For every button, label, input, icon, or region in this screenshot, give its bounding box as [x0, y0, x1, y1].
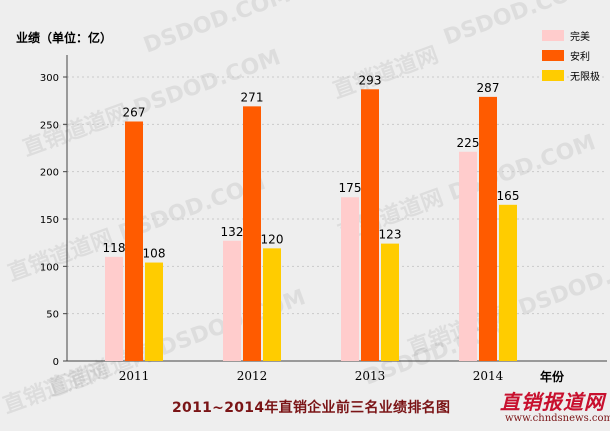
data-label: 287 — [477, 81, 500, 95]
brand-site: www.chndsnews.com — [505, 413, 610, 424]
data-label: 271 — [241, 90, 264, 104]
legend-label: 无限极 — [570, 72, 600, 83]
legend-swatch — [542, 50, 564, 61]
legend-swatch — [542, 70, 564, 81]
legend-swatch — [542, 30, 564, 41]
bar — [381, 243, 399, 361]
data-label: 175 — [339, 181, 362, 195]
chart-title: 2011~2014年直销企业前三名业绩排名图 — [172, 400, 451, 416]
data-label: 132 — [221, 225, 244, 239]
y-tick-label: 150 — [40, 215, 59, 226]
bar — [499, 204, 517, 361]
y-tick-label: 300 — [40, 73, 59, 84]
y-axis-title: 业绩（单位：亿） — [16, 31, 113, 45]
bar — [263, 248, 281, 361]
data-label: 293 — [359, 73, 382, 87]
x-tick-label: 2011 — [119, 369, 150, 383]
bar — [243, 106, 261, 361]
bar — [341, 197, 359, 361]
data-label: 225 — [457, 136, 480, 150]
bar — [459, 151, 477, 361]
x-tick-label: 2014 — [473, 369, 504, 383]
bar — [223, 240, 241, 361]
legend-label: 安利 — [570, 52, 590, 63]
data-label: 267 — [123, 105, 146, 119]
legend: 完美 安利 无限极 — [542, 30, 600, 90]
data-label: 108 — [143, 247, 166, 261]
y-tick-label: 250 — [40, 120, 59, 131]
brand-logo: 直销报道网 — [500, 390, 605, 414]
legend-item: 完美 — [542, 30, 600, 43]
legend-item: 无限极 — [542, 70, 600, 83]
x-tick-label: 2012 — [237, 369, 268, 383]
bar — [361, 89, 379, 361]
y-tick-label: 0 — [53, 357, 59, 368]
legend-label: 完美 — [570, 32, 590, 43]
data-label: 123 — [379, 228, 402, 242]
data-label: 165 — [497, 189, 520, 203]
y-tick-label: 200 — [40, 168, 59, 179]
bar — [479, 96, 497, 361]
legend-item: 安利 — [542, 50, 600, 63]
bar — [145, 262, 163, 361]
y-tick-label: 100 — [40, 262, 59, 273]
x-axis-title: 年份 — [540, 370, 565, 384]
y-tick-label: 50 — [46, 310, 59, 321]
data-label: 120 — [261, 232, 284, 246]
data-label: 118 — [103, 241, 126, 255]
bar — [105, 256, 123, 361]
bar — [125, 121, 143, 361]
x-tick-label: 2013 — [355, 369, 386, 383]
